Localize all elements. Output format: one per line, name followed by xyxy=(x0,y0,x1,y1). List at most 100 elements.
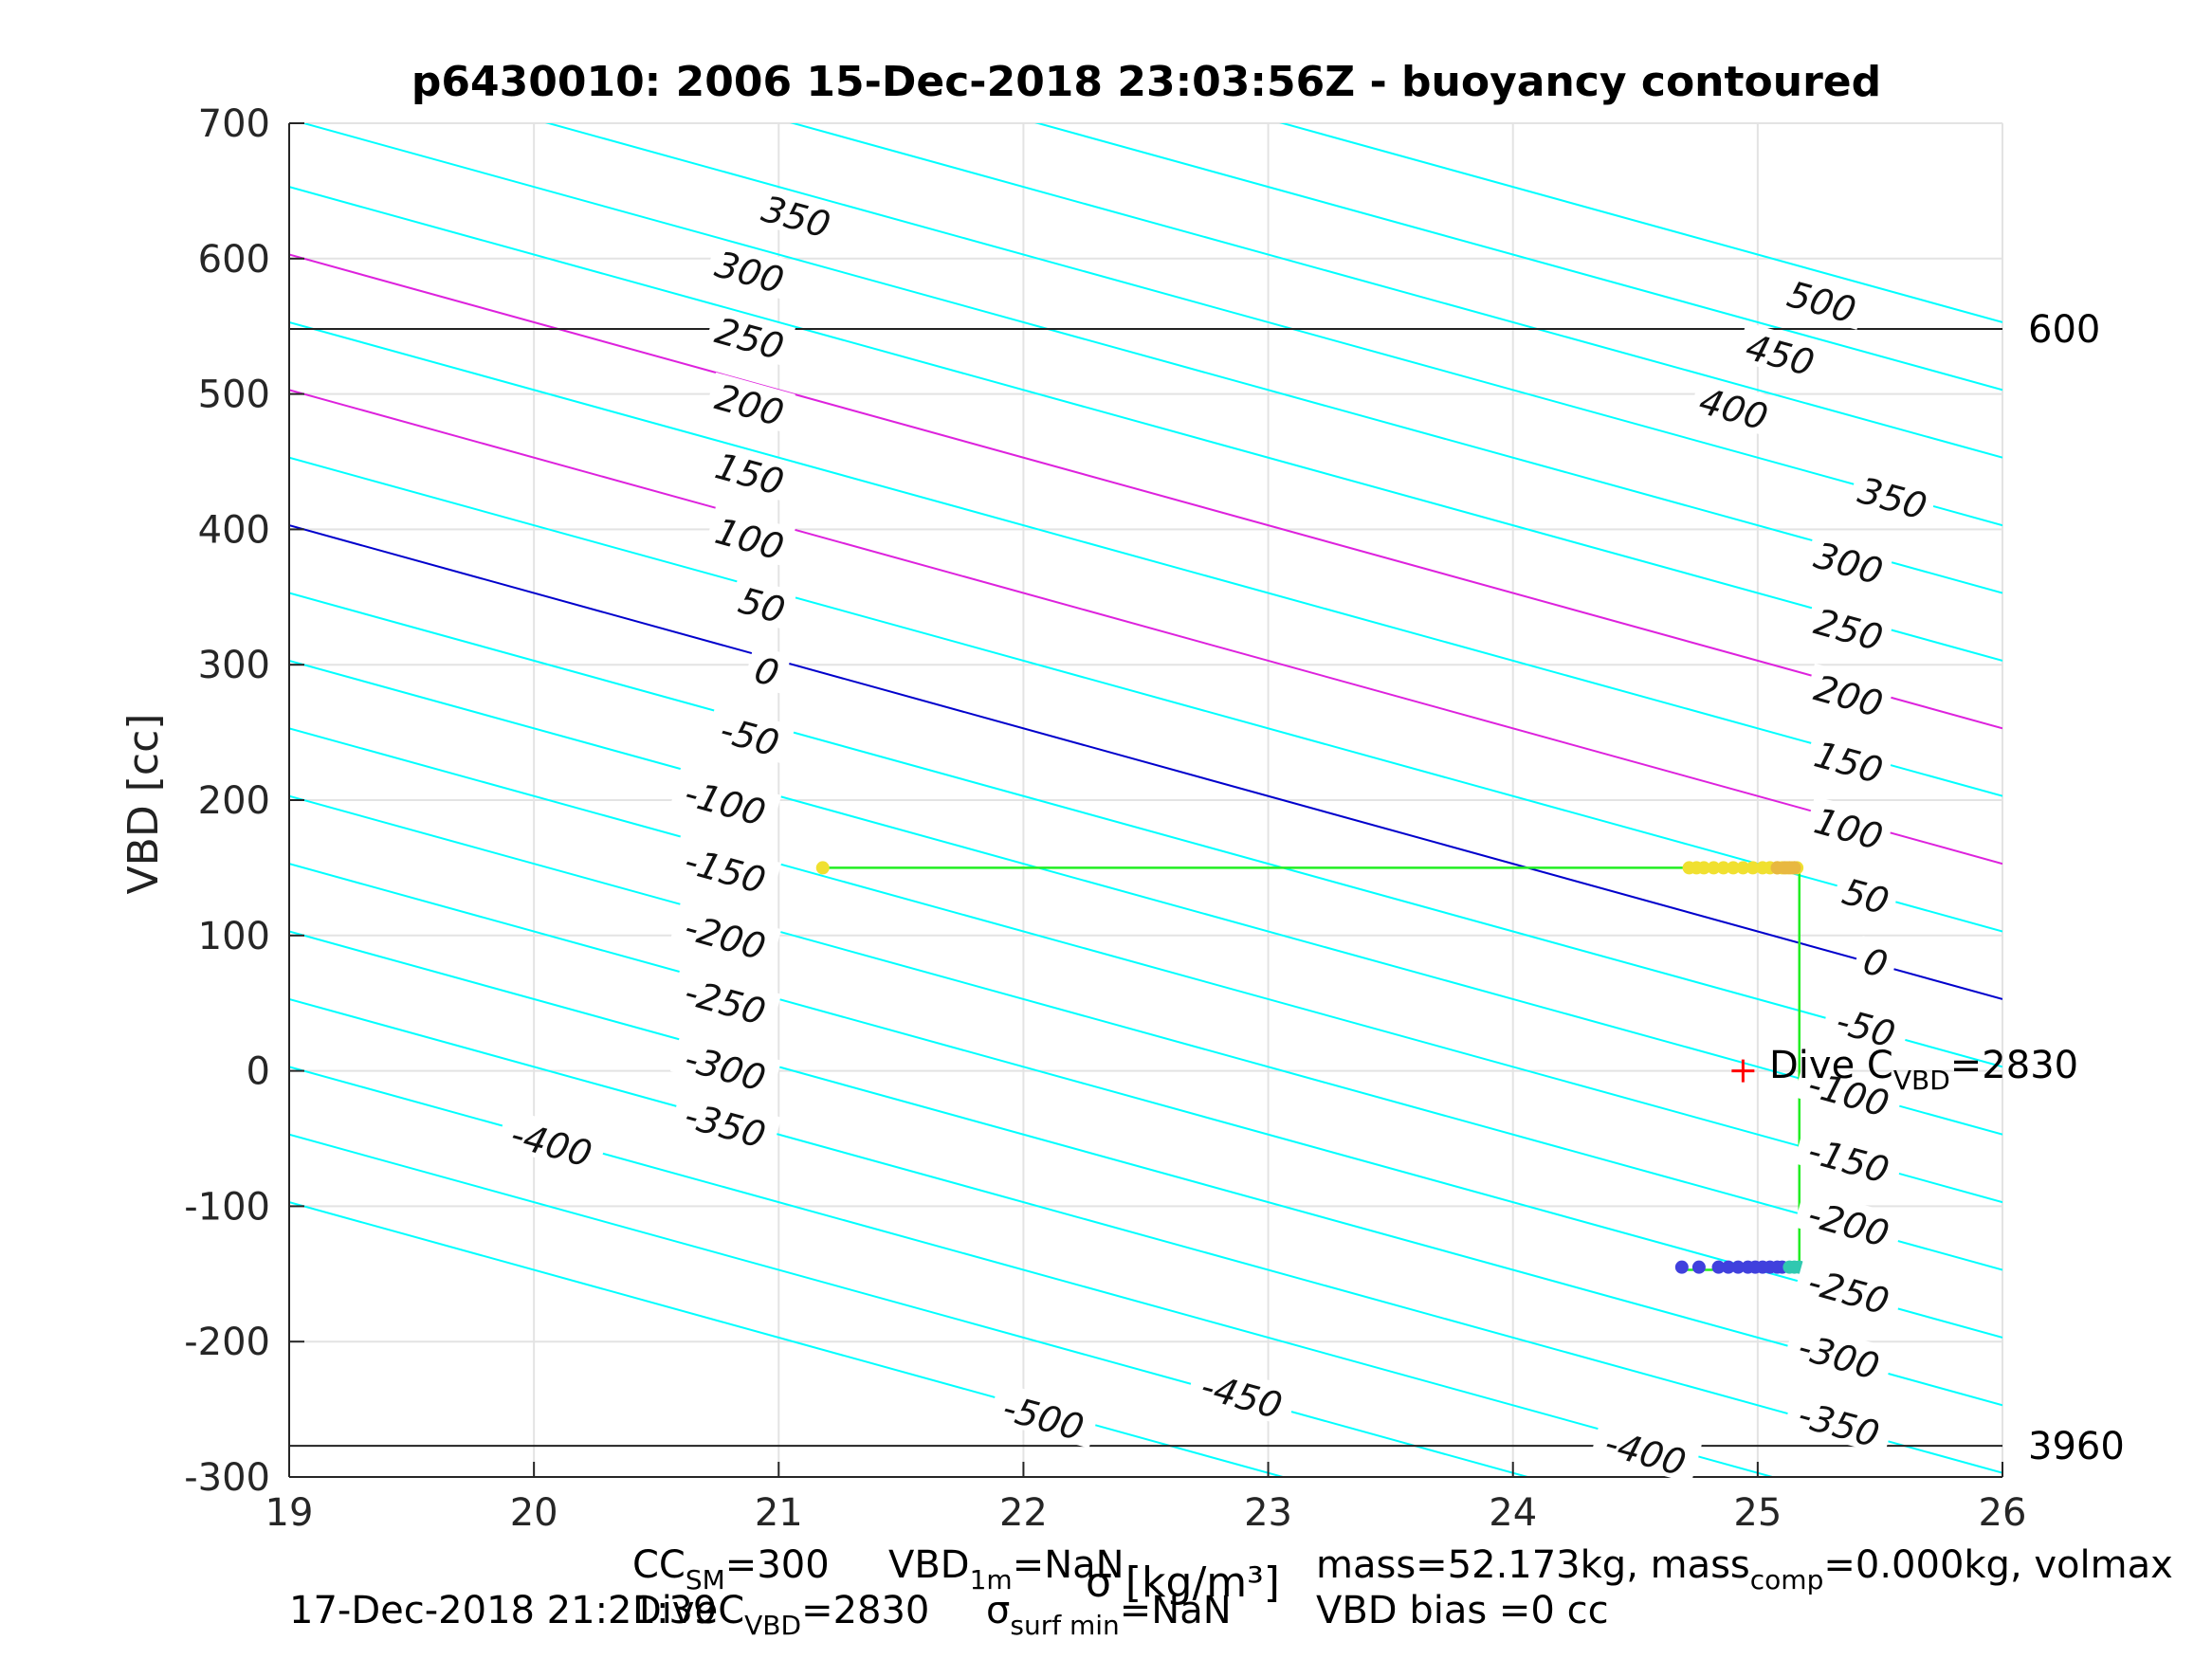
contour-label-bg xyxy=(1852,936,1901,985)
contour-label: 500 xyxy=(1777,269,1868,332)
x-tick-label: 22 xyxy=(999,1491,1048,1535)
contour-line xyxy=(790,123,2002,459)
data-point xyxy=(1691,1260,1706,1274)
buoyancy-contours xyxy=(289,123,2002,1477)
contour-line xyxy=(300,123,2002,594)
data-point xyxy=(1746,861,1760,875)
reference-line-label: 3960 xyxy=(2028,1425,2125,1468)
footer-sigma-sub: surf min xyxy=(1010,1610,1119,1641)
contour-label: 0 xyxy=(1852,936,1901,986)
data-point xyxy=(1697,861,1711,875)
y-axis-label: VBD [cc] xyxy=(119,714,168,895)
footer-divec-pre: DiveC xyxy=(632,1589,744,1632)
footer-cc-pre: CC xyxy=(632,1543,686,1587)
contour-label-bg xyxy=(1803,530,1894,592)
contour-label-bg xyxy=(496,1108,608,1176)
y-tick-label: -300 xyxy=(184,1456,270,1500)
contour-label-bg xyxy=(1777,269,1868,330)
footer-vbd-pre: VBD xyxy=(888,1543,970,1587)
data-point xyxy=(1716,861,1730,875)
data-point xyxy=(815,861,830,875)
contour-label-bg xyxy=(1793,1256,1906,1322)
contour-label-bg xyxy=(1793,1058,1906,1125)
marker-label-subscript: VBD xyxy=(1893,1065,1950,1096)
contour-line xyxy=(289,186,2002,662)
contour-label-bg xyxy=(669,834,782,902)
data-point xyxy=(1727,861,1741,875)
footer-mass-sub: comp xyxy=(1750,1564,1824,1595)
footer-timestamp: 17-Dec-2018 21:21:39 xyxy=(289,1589,717,1632)
contour-line xyxy=(289,253,2002,730)
footer-cc-sub: SM xyxy=(686,1564,725,1595)
contour-line xyxy=(289,320,2002,797)
contour-label-bg xyxy=(1803,596,1894,658)
contour-line xyxy=(289,997,2002,1474)
contour-label: -150 xyxy=(669,834,782,902)
contour-label-bg xyxy=(1186,1359,1298,1427)
contour-label-bg xyxy=(669,1032,782,1100)
data-point xyxy=(1674,1260,1689,1274)
contour-line xyxy=(544,123,2002,527)
footer-vbd-post: =NaN xyxy=(1013,1543,1124,1587)
contour-label-bg xyxy=(1590,1416,1702,1484)
footer-divec-sub: VBD xyxy=(744,1610,801,1641)
x-tick-label: 23 xyxy=(1244,1491,1292,1535)
footer-vbd-sub: 1m xyxy=(970,1564,1013,1595)
data-point xyxy=(1721,1260,1735,1274)
contour-label-bg xyxy=(669,1089,782,1157)
contour-label-bg xyxy=(1783,1388,1895,1455)
contour-label-bg xyxy=(1832,866,1901,921)
x-tick-label: 20 xyxy=(510,1491,558,1535)
footer-annotations: CCSM=300 VBD1m=NaN σ [kg/m³] mass=52.173… xyxy=(289,1543,2173,1641)
marker-label: Dive CVBD=2830 xyxy=(1769,1044,2078,1096)
y-tick-label: 100 xyxy=(198,915,270,958)
data-point xyxy=(1731,1260,1746,1274)
contour-label: 50 xyxy=(1832,866,1901,923)
contour-line xyxy=(289,1201,1287,1477)
y-tick-label: 700 xyxy=(198,102,270,146)
contour-label-bg xyxy=(704,506,795,567)
reference-line-label: 600 xyxy=(2028,308,2100,352)
x-tick-label: 21 xyxy=(755,1491,803,1535)
x-tick-label: 26 xyxy=(1979,1491,2027,1535)
contour-label: 100 xyxy=(1803,795,1894,858)
footer-divec-post: =2830 xyxy=(801,1589,929,1632)
contour-label-bg xyxy=(1803,663,1894,724)
contour-line xyxy=(289,863,2002,1339)
contour-label-bg xyxy=(1803,729,1894,791)
contour-label-bg xyxy=(1783,1321,1895,1388)
contour-label-bg xyxy=(1689,376,1780,437)
footer-mass-post: =0.000kg, volmax xyxy=(1823,1543,2172,1587)
contour-line xyxy=(289,727,2002,1204)
contour-label-bg xyxy=(704,239,795,301)
contour-line xyxy=(1034,123,2002,392)
y-tick-label: 200 xyxy=(198,779,270,823)
contour-label: 0 xyxy=(743,645,792,695)
contour-label-bg xyxy=(669,901,782,968)
y-tick-label: 300 xyxy=(198,644,270,687)
svg-text:Dive CVBD=2830: Dive CVBD=2830 xyxy=(1769,1044,2078,1096)
footer-vbd-bias: VBD bias =0 cc xyxy=(1316,1589,1609,1632)
chart-title: p6430010: 2006 15-Dec-2018 23:03:56Z - b… xyxy=(411,58,1881,106)
contour-label-bg xyxy=(1735,321,1826,383)
plot-axes xyxy=(288,122,2003,1478)
footer-sigma-post: =NaN xyxy=(1120,1589,1232,1632)
reference-lines: 600 3960 xyxy=(289,308,2125,1468)
contour-line xyxy=(289,592,2002,1068)
contour-label-bg xyxy=(1803,795,1894,857)
footer-mass-pre: mass=52.173kg, mass xyxy=(1316,1543,1750,1587)
svg-text:mass=52.173kg, masscomp=0.000k: mass=52.173kg, masscomp=0.000kg, volmax xyxy=(1316,1543,2173,1595)
contour-label: 150 xyxy=(1803,729,1894,792)
footer-cc-post: =300 xyxy=(725,1543,830,1587)
data-point xyxy=(1711,1260,1726,1274)
contour-label-bg xyxy=(669,767,782,834)
contour-line xyxy=(289,389,2002,866)
y-tick-label: -200 xyxy=(184,1321,270,1364)
contour-label-bg xyxy=(669,966,782,1033)
x-tick-label: 25 xyxy=(1733,1491,1782,1535)
contour-label-bg xyxy=(1793,1124,1906,1192)
data-point xyxy=(1736,861,1750,875)
x-tick-label: 19 xyxy=(265,1491,314,1535)
contour-label: 50 xyxy=(727,575,797,631)
